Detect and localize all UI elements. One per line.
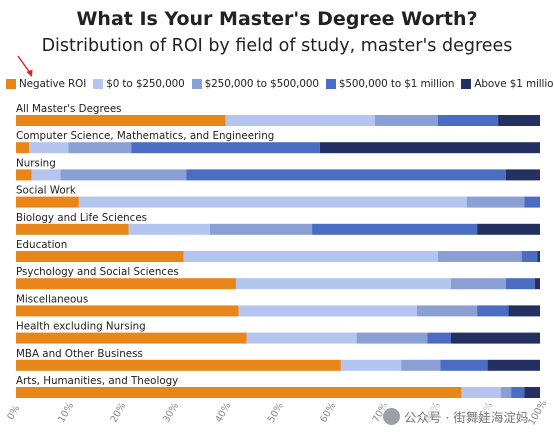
bar-segment-2 bbox=[416, 305, 478, 317]
bar-segment-0 bbox=[16, 223, 129, 235]
legend-label: Negative ROI bbox=[19, 78, 87, 90]
bar-segment-1 bbox=[29, 142, 69, 154]
bar-segment-4 bbox=[524, 387, 540, 398]
annotation-arrow-icon bbox=[17, 55, 33, 77]
watermark-text: 公众号 · 街舞娃海淀妈 bbox=[404, 409, 529, 425]
x-tick-label: 50% bbox=[266, 401, 286, 425]
category-label: Biology and Life Sciences bbox=[16, 212, 147, 224]
watermark: 公众号 · 街舞娃海淀妈 bbox=[383, 405, 529, 427]
bar-segment-1 bbox=[225, 115, 375, 126]
bar-segment-4 bbox=[487, 359, 540, 371]
legend-item-1: $0 to $250,000 bbox=[93, 78, 185, 90]
category-label: MBA and Other Business bbox=[16, 348, 143, 360]
bar-segment-4 bbox=[319, 142, 540, 154]
bar-segment-3 bbox=[440, 359, 488, 371]
legend-item-2: $250,000 to $500,000 bbox=[191, 78, 319, 90]
bar-segment-3 bbox=[437, 115, 499, 126]
chart-title: What Is Your Master's Degree Worth? bbox=[76, 8, 478, 30]
bar-segment-2 bbox=[466, 196, 525, 208]
bar-segment-1 bbox=[238, 305, 417, 317]
chart-subtitle: Distribution of ROI by field of study, m… bbox=[41, 36, 513, 56]
category-label: Psychology and Social Sciences bbox=[16, 266, 179, 278]
bar-segment-4 bbox=[534, 278, 540, 290]
bar-segment-0 bbox=[16, 251, 184, 262]
bar-segment-4 bbox=[477, 223, 540, 235]
legend-swatch bbox=[93, 79, 104, 89]
category-label: Computer Science, Mathematics, and Engin… bbox=[16, 130, 274, 142]
bar-segment-2 bbox=[60, 169, 187, 181]
bar-segment-0 bbox=[16, 115, 226, 126]
legend-item-3: $500,000 to $1 million bbox=[325, 78, 455, 90]
category-label: Arts, Humanities, and Theology bbox=[16, 375, 178, 387]
legend-swatch bbox=[191, 79, 202, 89]
bar-segment-1 bbox=[461, 387, 501, 398]
x-tick-label: 40% bbox=[213, 401, 233, 425]
x-tick-label: 10% bbox=[56, 401, 76, 425]
category-label: Education bbox=[16, 239, 67, 251]
bar-segment-3 bbox=[312, 223, 478, 235]
bar-segment-4 bbox=[450, 332, 540, 344]
bar-segment-3 bbox=[524, 196, 540, 208]
category-label: Social Work bbox=[16, 185, 76, 197]
bar-segment-3 bbox=[186, 169, 506, 181]
bar-segment-0 bbox=[16, 305, 239, 317]
bar-segment-1 bbox=[246, 332, 357, 344]
legend-label: $250,000 to $500,000 bbox=[204, 78, 319, 90]
legend-swatch bbox=[6, 79, 16, 89]
bar-segment-2 bbox=[437, 251, 522, 262]
category-label: All Master's Degrees bbox=[16, 103, 122, 115]
bar-segment-1 bbox=[128, 223, 210, 235]
x-tick-label: 60% bbox=[318, 401, 338, 425]
legend-item-4: Above $1 million bbox=[461, 78, 554, 90]
bar-segment-2 bbox=[68, 142, 132, 154]
bar-segment-0 bbox=[16, 169, 32, 181]
bar-segment-2 bbox=[356, 332, 428, 344]
category-label: Health excluding Nursing bbox=[16, 321, 146, 333]
bar-segment-1 bbox=[340, 359, 402, 371]
bar-segment-3 bbox=[477, 305, 509, 317]
bar-segment-2 bbox=[500, 387, 512, 398]
category-label: Nursing bbox=[16, 157, 56, 169]
legend-label: $500,000 to $1 million bbox=[338, 78, 455, 90]
bar-segment-4 bbox=[505, 169, 540, 181]
bar-segment-1 bbox=[31, 169, 61, 181]
legend-swatch bbox=[461, 79, 472, 89]
bar-segment-3 bbox=[505, 278, 535, 290]
bar-segment-3 bbox=[131, 142, 320, 154]
bar-segment-0 bbox=[16, 196, 79, 208]
bar-segment-0 bbox=[16, 387, 462, 398]
bar-segment-3 bbox=[511, 387, 525, 398]
bar-segment-0 bbox=[16, 332, 247, 344]
legend-label: $0 to $250,000 bbox=[106, 78, 185, 90]
bar-segment-0 bbox=[16, 278, 237, 290]
bar-segment-1 bbox=[183, 251, 438, 262]
bar-segment-0 bbox=[16, 359, 341, 371]
x-tick-label: 20% bbox=[109, 401, 129, 425]
bar-segment-1 bbox=[78, 196, 467, 208]
x-tick-label: 0% bbox=[5, 403, 22, 422]
bar-segment-4 bbox=[537, 251, 540, 262]
bar-segment-4 bbox=[508, 305, 540, 317]
legend-item-0: Negative ROI bbox=[6, 78, 86, 90]
bar-segment-2 bbox=[450, 278, 506, 290]
chart-legend: Negative ROI $0 to $250,000 $250,000 to $5… bbox=[6, 77, 554, 91]
bar-segment-4 bbox=[498, 115, 540, 126]
x-tick-label: 100% bbox=[526, 398, 549, 427]
legend-swatch bbox=[325, 79, 336, 89]
bar-segment-3 bbox=[521, 251, 538, 262]
bar-segment-0 bbox=[16, 142, 30, 154]
x-tick-label: 30% bbox=[161, 401, 181, 425]
bar-segment-2 bbox=[374, 115, 438, 126]
wechat-icon bbox=[383, 407, 400, 425]
category-label: Miscellaneous bbox=[16, 293, 88, 305]
legend-label: Above $1 million bbox=[474, 78, 554, 90]
bar-segment-2 bbox=[401, 359, 441, 371]
bar-segment-3 bbox=[427, 332, 451, 344]
bar-segment-2 bbox=[209, 223, 313, 235]
bar-segment-1 bbox=[236, 278, 451, 290]
